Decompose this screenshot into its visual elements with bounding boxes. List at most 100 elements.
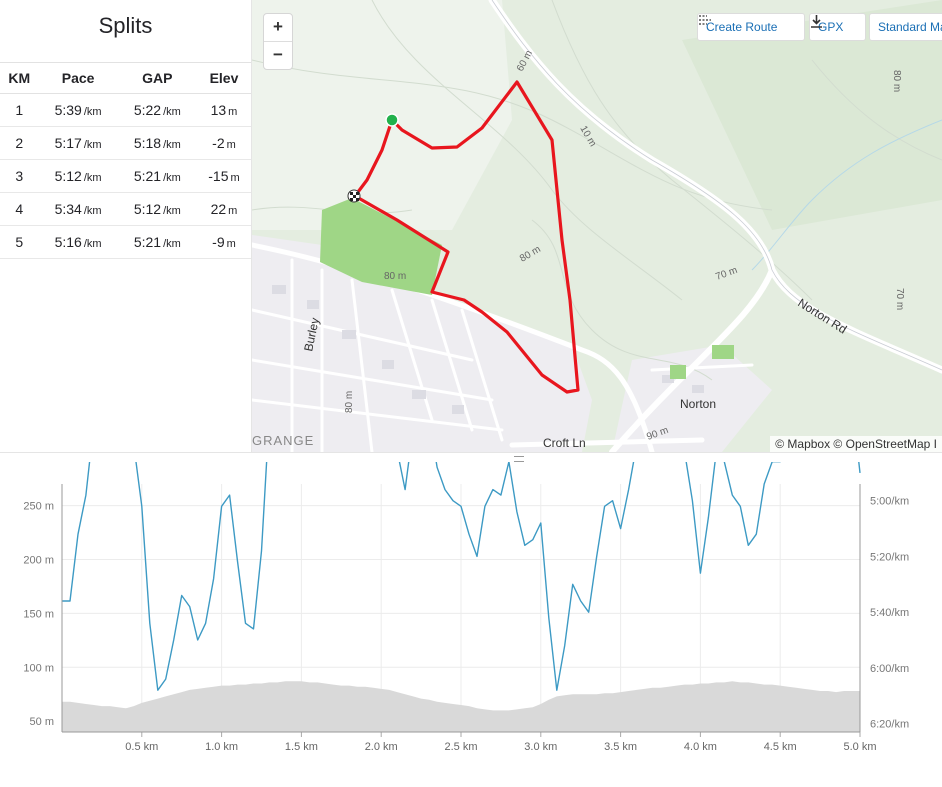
place-label-grange: GRANGE: [252, 433, 314, 448]
col-gap: GAP: [117, 63, 197, 94]
x-tick-label: 0.5 km: [125, 741, 158, 753]
split-gap: 5:22/km: [117, 93, 197, 127]
split-elev: -9 m: [196, 225, 251, 259]
y-left-tick-label: 100 m: [23, 662, 54, 674]
split-km: 3: [0, 159, 39, 193]
split-elev-unit: m: [226, 139, 236, 151]
split-km-value: 2: [15, 135, 24, 151]
split-km: 5: [0, 225, 39, 259]
elevation-pace-chart[interactable]: 250 m 200 m 150 m 100 m 50 m 0.5 km 1.0 km 1.5 …: [0, 360, 942, 782]
x-tick-label: 1.5 km: [285, 741, 318, 753]
resize-divider[interactable]: [0, 452, 942, 463]
split-gap: 5:21/km: [117, 225, 197, 259]
x-tick-label: 4.5 km: [764, 741, 797, 753]
split-elev-value: 22: [210, 201, 227, 217]
col-elev: Elev: [196, 63, 251, 94]
split-elev-value: -15: [208, 168, 229, 184]
split-elev-unit: m: [230, 172, 240, 184]
split-gap: 5:21/km: [117, 159, 197, 193]
checkered-flag-icon: [347, 189, 361, 203]
split-row[interactable]: 4 5:34/km 5:12/km 22 m: [0, 192, 251, 226]
col-pace: Pace: [38, 63, 118, 94]
split-pace: 5:34/km: [38, 192, 118, 226]
y-right-tick-label: 5:40/km: [870, 607, 909, 619]
split-gap-unit: /km: [163, 139, 181, 151]
zoom-out-button[interactable]: −: [273, 45, 283, 64]
split-pace-value: 5:16: [54, 234, 82, 250]
split-km: 4: [0, 192, 39, 226]
split-elev: 22 m: [196, 192, 251, 226]
split-gap-value: 5:21: [133, 168, 162, 184]
x-tick-label: 3.0 km: [524, 741, 557, 753]
splits-panel: Splits KM Pace GAP Elev 1 5:39/km 5:22/km 1…: [0, 0, 252, 452]
split-pace-unit: /km: [83, 238, 102, 250]
start-marker: [385, 113, 399, 127]
split-row[interactable]: 2 5:17/km 5:18/km -2 m: [0, 126, 251, 160]
standard-map-label: Standard Map: [878, 20, 942, 34]
split-km-value: 4: [15, 201, 24, 217]
contour-label-80d: 80 m: [891, 70, 902, 92]
splits-header-row: KM Pace GAP Elev: [0, 63, 251, 94]
split-elev: 13 m: [196, 93, 251, 127]
split-row[interactable]: 5 5:16/km 5:21/km -9 m: [0, 225, 251, 259]
split-pace-unit: /km: [83, 172, 102, 184]
y-left-tick-label: 50 m: [30, 716, 54, 728]
create-route-button[interactable]: Create Route: [697, 13, 805, 41]
split-pace-value: 5:34: [54, 201, 82, 217]
split-elev-value: 13: [210, 102, 227, 118]
park-small-2: [712, 345, 734, 359]
route-icon: [699, 15, 711, 25]
split-pace-value: 5:17: [54, 135, 82, 151]
y-right-tick-label: 6:00/km: [870, 663, 909, 675]
download-icon: [811, 15, 822, 28]
contour-label-80c: 80 m: [344, 391, 355, 413]
split-gap-unit: /km: [163, 205, 181, 217]
split-gap-value: 5:12: [133, 201, 162, 217]
split-elev: -2 m: [196, 126, 251, 160]
road-label-croft-ln: Croft Ln: [543, 436, 586, 450]
zoom-in-button[interactable]: +: [264, 14, 292, 42]
pace-line: [62, 360, 861, 691]
elevation-area: [62, 681, 860, 732]
y-right-tick-label: 5:00/km: [870, 496, 909, 508]
split-gap: 5:12/km: [117, 192, 197, 226]
route-map[interactable]: 60 m 10 m 80 m 80 m 80 m 80 m 70 m 70 m …: [252, 0, 942, 452]
split-km: 2: [0, 126, 39, 160]
road-label-burley: Burley: [301, 316, 322, 352]
split-pace: 5:16/km: [38, 225, 118, 259]
park-area: [320, 198, 442, 295]
gpx-button[interactable]: GPX: [809, 13, 866, 41]
split-gap-value: 5:22: [133, 102, 162, 118]
col-km: KM: [0, 63, 39, 94]
split-gap: 5:18/km: [117, 126, 197, 160]
zoom-control: + −: [263, 13, 293, 70]
split-pace-value: 5:39: [54, 102, 82, 118]
split-pace-value: 5:12: [54, 168, 82, 184]
split-gap-unit: /km: [163, 172, 181, 184]
split-row[interactable]: 1 5:39/km 5:22/km 13 m: [0, 93, 251, 127]
chart-canvas[interactable]: 250 m 200 m 150 m 100 m 50 m 0.5 km 1.0 km 1.5 …: [0, 360, 942, 782]
split-elev: -15 m: [196, 159, 251, 193]
map-attribution[interactable]: © Mapbox © OpenStreetMap I: [770, 436, 942, 452]
y-left-tick-label: 150 m: [23, 608, 54, 620]
contour-label-70b: 70 m: [894, 288, 905, 310]
x-tick-label: 2.0 km: [365, 741, 398, 753]
split-gap-value: 5:18: [133, 135, 162, 151]
standard-map-button[interactable]: Standard Map: [869, 13, 942, 41]
x-tick-label: 5.0 km: [843, 741, 876, 753]
split-elev-unit: m: [226, 238, 236, 250]
split-gap-unit: /km: [163, 238, 181, 250]
split-gap-value: 5:21: [133, 234, 162, 250]
split-elev-value: -9: [212, 234, 225, 250]
create-route-label: Create Route: [706, 20, 778, 34]
split-row[interactable]: 3 5:12/km 5:21/km -15 m: [0, 159, 251, 193]
drag-handle-icon[interactable]: [514, 456, 524, 462]
y-left-tick-label: 250 m: [23, 501, 54, 513]
y-right-tick-label: 6:20/km: [870, 719, 909, 731]
splits-table: KM Pace GAP Elev 1 5:39/km 5:22/km 13 m 2 5:17…: [0, 63, 251, 259]
map-canvas[interactable]: 60 m 10 m 80 m 80 m 80 m 80 m 70 m 70 m …: [252, 0, 942, 452]
gpx-label: GPX: [818, 20, 844, 34]
y-left-tick-label: 200 m: [23, 554, 54, 566]
park-small-1: [670, 365, 686, 379]
x-tick-label: 4.0 km: [684, 741, 717, 753]
